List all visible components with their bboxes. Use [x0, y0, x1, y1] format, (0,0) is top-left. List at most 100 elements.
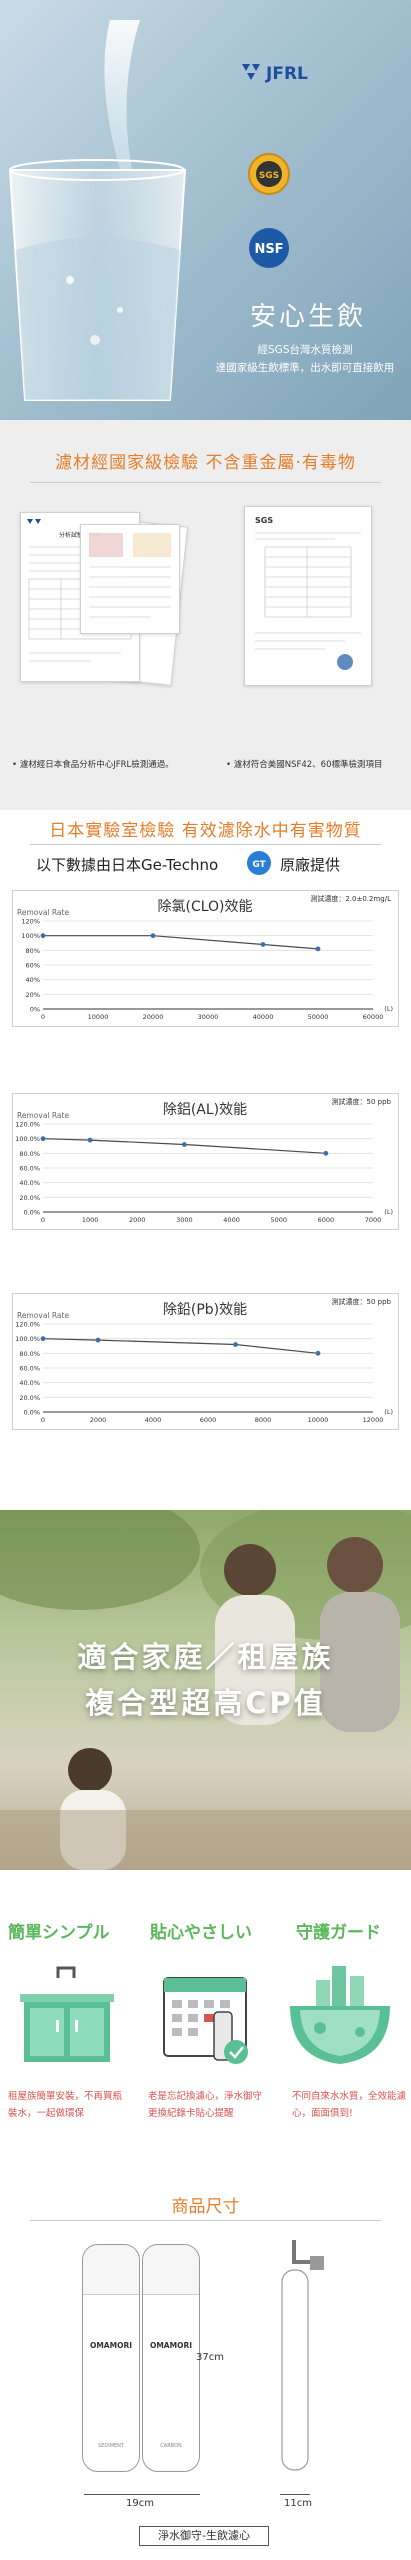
chart-2-note: 測試濃度：50 ppb — [332, 1297, 392, 1306]
cert-title-divider — [30, 482, 381, 483]
hero-banner: JFRL SGS NSF 安心生飲 經SGS台灣水質檢測 達國家級生飲標準，出水… — [0, 0, 411, 420]
chart-aluminum: 除鋁(AL)效能 測試濃度：50 ppb Removal Rate 120.0% 100… — [12, 1093, 399, 1230]
chart-1-series-line — [42, 1138, 326, 1154]
chart-0-point — [315, 946, 321, 952]
lab-title-divider — [30, 844, 381, 845]
chart-1-ytick: 120.0% — [15, 1121, 40, 1129]
family-headline-1: 適合家庭／租屋族 — [77, 1640, 334, 1674]
chart-2-ytick: 20.0% — [19, 1394, 40, 1402]
hero-subtitle-2: 達國家級生飲標準，出水即可直接飲用 — [215, 362, 395, 374]
chart-1-point — [182, 1142, 187, 1147]
chart-0-ytick: 60% — [26, 962, 40, 970]
cartridge-middle-label: CARBON — [160, 2443, 182, 2449]
feature-2-desc: 老是忘記換濾心，淨水御守更換紀錄卡貼心提醒 — [148, 2091, 263, 2119]
chart-0-title: 除氯(CLO)效能 — [157, 899, 252, 915]
chart-1-xtick: 1000 — [82, 1216, 99, 1224]
cartridge-middle-brand: OMAMORI — [149, 2341, 193, 2350]
chart-2-xtick: 4000 — [145, 1416, 162, 1424]
chart-2-xunit: (L) — [384, 1408, 393, 1416]
jfrl-text: JFRL — [265, 64, 308, 84]
size-section: 商品尺寸 OMAMORI SEDIMENT OMAMORI CARBON 37c… — [0, 2190, 411, 2560]
chart-1-title: 除鋁(AL)效能 — [163, 1102, 247, 1118]
size-title-divider — [30, 2220, 381, 2221]
feature-2-title: 貼心やさしい — [150, 1923, 252, 1943]
jfrl-logo: JFRL — [238, 60, 338, 86]
chart-0-xtick: 30000 — [198, 1013, 219, 1021]
feature-1-desc: 租屋族簡單安裝，不再買瓶裝水，一起做環保 — [8, 2091, 123, 2119]
chart-1-ytick: 60.0% — [19, 1165, 40, 1173]
cartridge-middle: OMAMORI CARBON — [142, 2244, 200, 2472]
chart-0-xtick: 20000 — [143, 1013, 164, 1021]
chart-2-xtick: 6000 — [200, 1416, 217, 1424]
feature-3-desc: 不同自來水水質，全效能濾心，面面俱到! — [292, 2091, 407, 2119]
chart-0-ytick: 40% — [26, 976, 40, 984]
cartridge-left-brand: OMAMORI — [89, 2341, 133, 2350]
chart-1-xtick: 7000 — [365, 1216, 382, 1224]
chart-1-point — [40, 1136, 46, 1142]
chart-1-xtick: 5000 — [270, 1216, 287, 1224]
height-dimension: 37cm — [196, 2352, 224, 2363]
chart-0-xtick: 10000 — [88, 1013, 109, 1021]
lab-test-section: 日本實驗室檢驗 有效濾除水中有害物質 以下數據由日本Ge-Techno GT 原… — [0, 810, 411, 1510]
chart-0-point — [260, 942, 266, 947]
chart-2-series-line — [42, 1338, 319, 1354]
cartridge-left-label: SEDIMENT — [98, 2443, 124, 2449]
cartridge-left: OMAMORI SEDIMENT — [82, 2244, 140, 2472]
width-pair: 19cm — [126, 2498, 154, 2509]
family-photo-banner: 適合家庭／租屋族 複合型超高CP值 — [0, 1510, 411, 1870]
feature-3-title: 守護ガード — [296, 1923, 381, 1943]
chart-2-ytick: 40.0% — [19, 1379, 40, 1387]
width-single: 11cm — [284, 2498, 312, 2509]
chart-0-xunit: (L) — [384, 1005, 393, 1013]
chart-1-ylabel: Removal Rate — [17, 1111, 69, 1120]
chart-1-ytick: 0.0% — [23, 1209, 40, 1217]
lab-title: 日本實驗室檢驗 有效濾除水中有害物質 — [49, 821, 362, 841]
faucet-cartridge-icon — [281, 2240, 324, 2471]
chart-2-ytick: 80.0% — [19, 1350, 40, 1358]
chart-0-ytick: 0% — [30, 1006, 40, 1014]
hero-title: 安心生飲 — [249, 302, 366, 332]
cert-note-left: • 濾材經日本食品分析中心JFRL檢測通過。 — [12, 760, 174, 770]
width-single-line — [280, 2494, 310, 2495]
chart-2-ytick: 0.0% — [23, 1409, 40, 1417]
chart-2-ytick: 100.0% — [15, 1335, 40, 1343]
chart-0-ytick: 20% — [26, 991, 40, 999]
chart-0-xtick: 40000 — [253, 1013, 274, 1021]
chart-0-xtick: 60000 — [363, 1013, 384, 1021]
sgs-report-brand: SGS — [255, 516, 273, 525]
chart-2-xtick: 2000 — [90, 1416, 107, 1424]
chart-1-xunit: (L) — [384, 1208, 393, 1216]
family-headline-2: 複合型超高CP值 — [85, 1686, 326, 1720]
chart-2-ytick: 120.0% — [15, 1321, 40, 1329]
chart-1-note: 測試濃度：50 ppb — [332, 1097, 392, 1106]
calendar-reminder-icon — [163, 1977, 248, 2064]
chart-0-note: 測試濃度：2.0±0.2mg/L — [310, 894, 391, 903]
ge-techno-logo: GT — [244, 850, 274, 876]
lab-source-suffix: 原廠提供 — [280, 856, 341, 874]
chart-0-xtick: 50000 — [308, 1013, 329, 1021]
chart-0-xtick: 0 — [41, 1013, 45, 1021]
chart-1-point — [87, 1137, 93, 1143]
family-photo — [0, 1510, 411, 1870]
chart-1-ytick: 20.0% — [19, 1194, 40, 1202]
chart-2-xtick: 12000 — [363, 1416, 384, 1424]
hero-subtitle-1: 經SGS台灣水質檢測 — [257, 344, 353, 356]
chart-2-point — [95, 1337, 101, 1343]
chart-2-xtick: 8000 — [255, 1416, 272, 1424]
chart-1-ytick: 100.0% — [15, 1135, 40, 1143]
chart-2-title: 除鉛(Pb)效能 — [163, 1302, 247, 1318]
chart-0-series-line — [43, 935, 319, 950]
chart-0-point — [40, 933, 46, 939]
chart-chlorine: 除氯(CLO)效能 測試濃度：2.0±0.2mg/L Removal Rate 120… — [12, 890, 399, 1027]
cert-title: 濾材經國家級檢驗 不含重金屬·有毒物 — [55, 453, 356, 473]
chart-0-ylabel: Removal Rate — [17, 908, 69, 917]
chart-0-ytick: 80% — [26, 947, 40, 955]
width-pair-line — [84, 2494, 200, 2495]
chart-1-xtick: 6000 — [318, 1216, 335, 1224]
cartridge-middle-cap — [143, 2245, 199, 2295]
cartridge-left-cap — [83, 2245, 139, 2295]
sgs-seal-text: SGS — [259, 171, 279, 181]
nsf-text: NSF — [254, 242, 283, 257]
ge-techno-logo-text: GT — [252, 860, 266, 870]
chart-2-point — [40, 1336, 46, 1342]
